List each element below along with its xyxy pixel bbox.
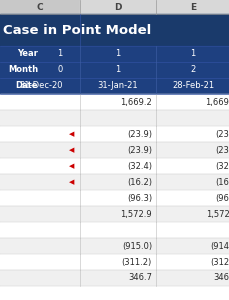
Text: (16.2): (16.2) bbox=[126, 178, 151, 187]
Bar bbox=[0, 174, 229, 190]
Text: E: E bbox=[189, 2, 195, 11]
Text: 1: 1 bbox=[190, 50, 195, 58]
Text: (96.: (96. bbox=[215, 194, 229, 202]
Bar bbox=[0, 238, 229, 254]
Bar bbox=[0, 62, 229, 78]
Text: Case in Point Model: Case in Point Model bbox=[3, 23, 151, 37]
Text: (96.3): (96.3) bbox=[126, 194, 151, 202]
Bar bbox=[0, 46, 229, 62]
Text: 1,572.: 1,572. bbox=[205, 209, 229, 218]
Text: 346.7: 346.7 bbox=[128, 274, 151, 283]
Text: (32.4): (32.4) bbox=[126, 161, 151, 170]
Text: 2: 2 bbox=[190, 65, 195, 74]
Text: ◀: ◀ bbox=[68, 131, 74, 137]
Bar bbox=[0, 126, 229, 142]
Text: (16.: (16. bbox=[215, 178, 229, 187]
Text: 28-Feb-21: 28-Feb-21 bbox=[171, 82, 213, 91]
Bar bbox=[0, 190, 229, 206]
Text: 0: 0 bbox=[57, 65, 62, 74]
Bar bbox=[0, 254, 229, 270]
Text: (312.: (312. bbox=[209, 257, 229, 266]
Bar bbox=[0, 78, 229, 94]
Bar bbox=[0, 94, 229, 110]
Text: (23.9): (23.9) bbox=[126, 146, 151, 154]
Text: 1,669.: 1,669. bbox=[204, 98, 229, 106]
Text: 1: 1 bbox=[115, 50, 120, 58]
Bar bbox=[0, 0, 80, 14]
Text: Year: Year bbox=[17, 50, 38, 58]
Text: ◀: ◀ bbox=[68, 179, 74, 185]
Text: C: C bbox=[37, 2, 43, 11]
Bar bbox=[0, 206, 229, 222]
Text: 1: 1 bbox=[57, 50, 62, 58]
Text: 1,669.2: 1,669.2 bbox=[120, 98, 151, 106]
Text: 346.: 346. bbox=[213, 274, 229, 283]
Text: 1,572.9: 1,572.9 bbox=[120, 209, 151, 218]
Text: (32.: (32. bbox=[215, 161, 229, 170]
Text: Month: Month bbox=[8, 65, 38, 74]
Text: Date: Date bbox=[15, 82, 38, 91]
Text: (23.: (23. bbox=[215, 146, 229, 154]
Text: ◀: ◀ bbox=[68, 147, 74, 153]
Text: 1: 1 bbox=[115, 65, 120, 74]
Bar bbox=[0, 222, 229, 238]
Text: D: D bbox=[114, 2, 121, 11]
Bar bbox=[0, 286, 229, 300]
Bar bbox=[0, 158, 229, 174]
Text: (311.2): (311.2) bbox=[121, 257, 151, 266]
Text: 31-Dec-20: 31-Dec-20 bbox=[19, 82, 62, 91]
Text: (914.: (914. bbox=[210, 242, 229, 250]
Bar bbox=[0, 110, 229, 126]
Bar bbox=[80, 0, 155, 14]
Bar bbox=[155, 0, 229, 14]
Text: (23.9): (23.9) bbox=[126, 130, 151, 139]
Text: (915.0): (915.0) bbox=[121, 242, 151, 250]
Bar bbox=[0, 270, 229, 286]
Text: 31-Jan-21: 31-Jan-21 bbox=[97, 82, 138, 91]
Text: (23.: (23. bbox=[215, 130, 229, 139]
Bar bbox=[0, 142, 229, 158]
Bar bbox=[0, 14, 229, 46]
Text: ◀: ◀ bbox=[68, 163, 74, 169]
